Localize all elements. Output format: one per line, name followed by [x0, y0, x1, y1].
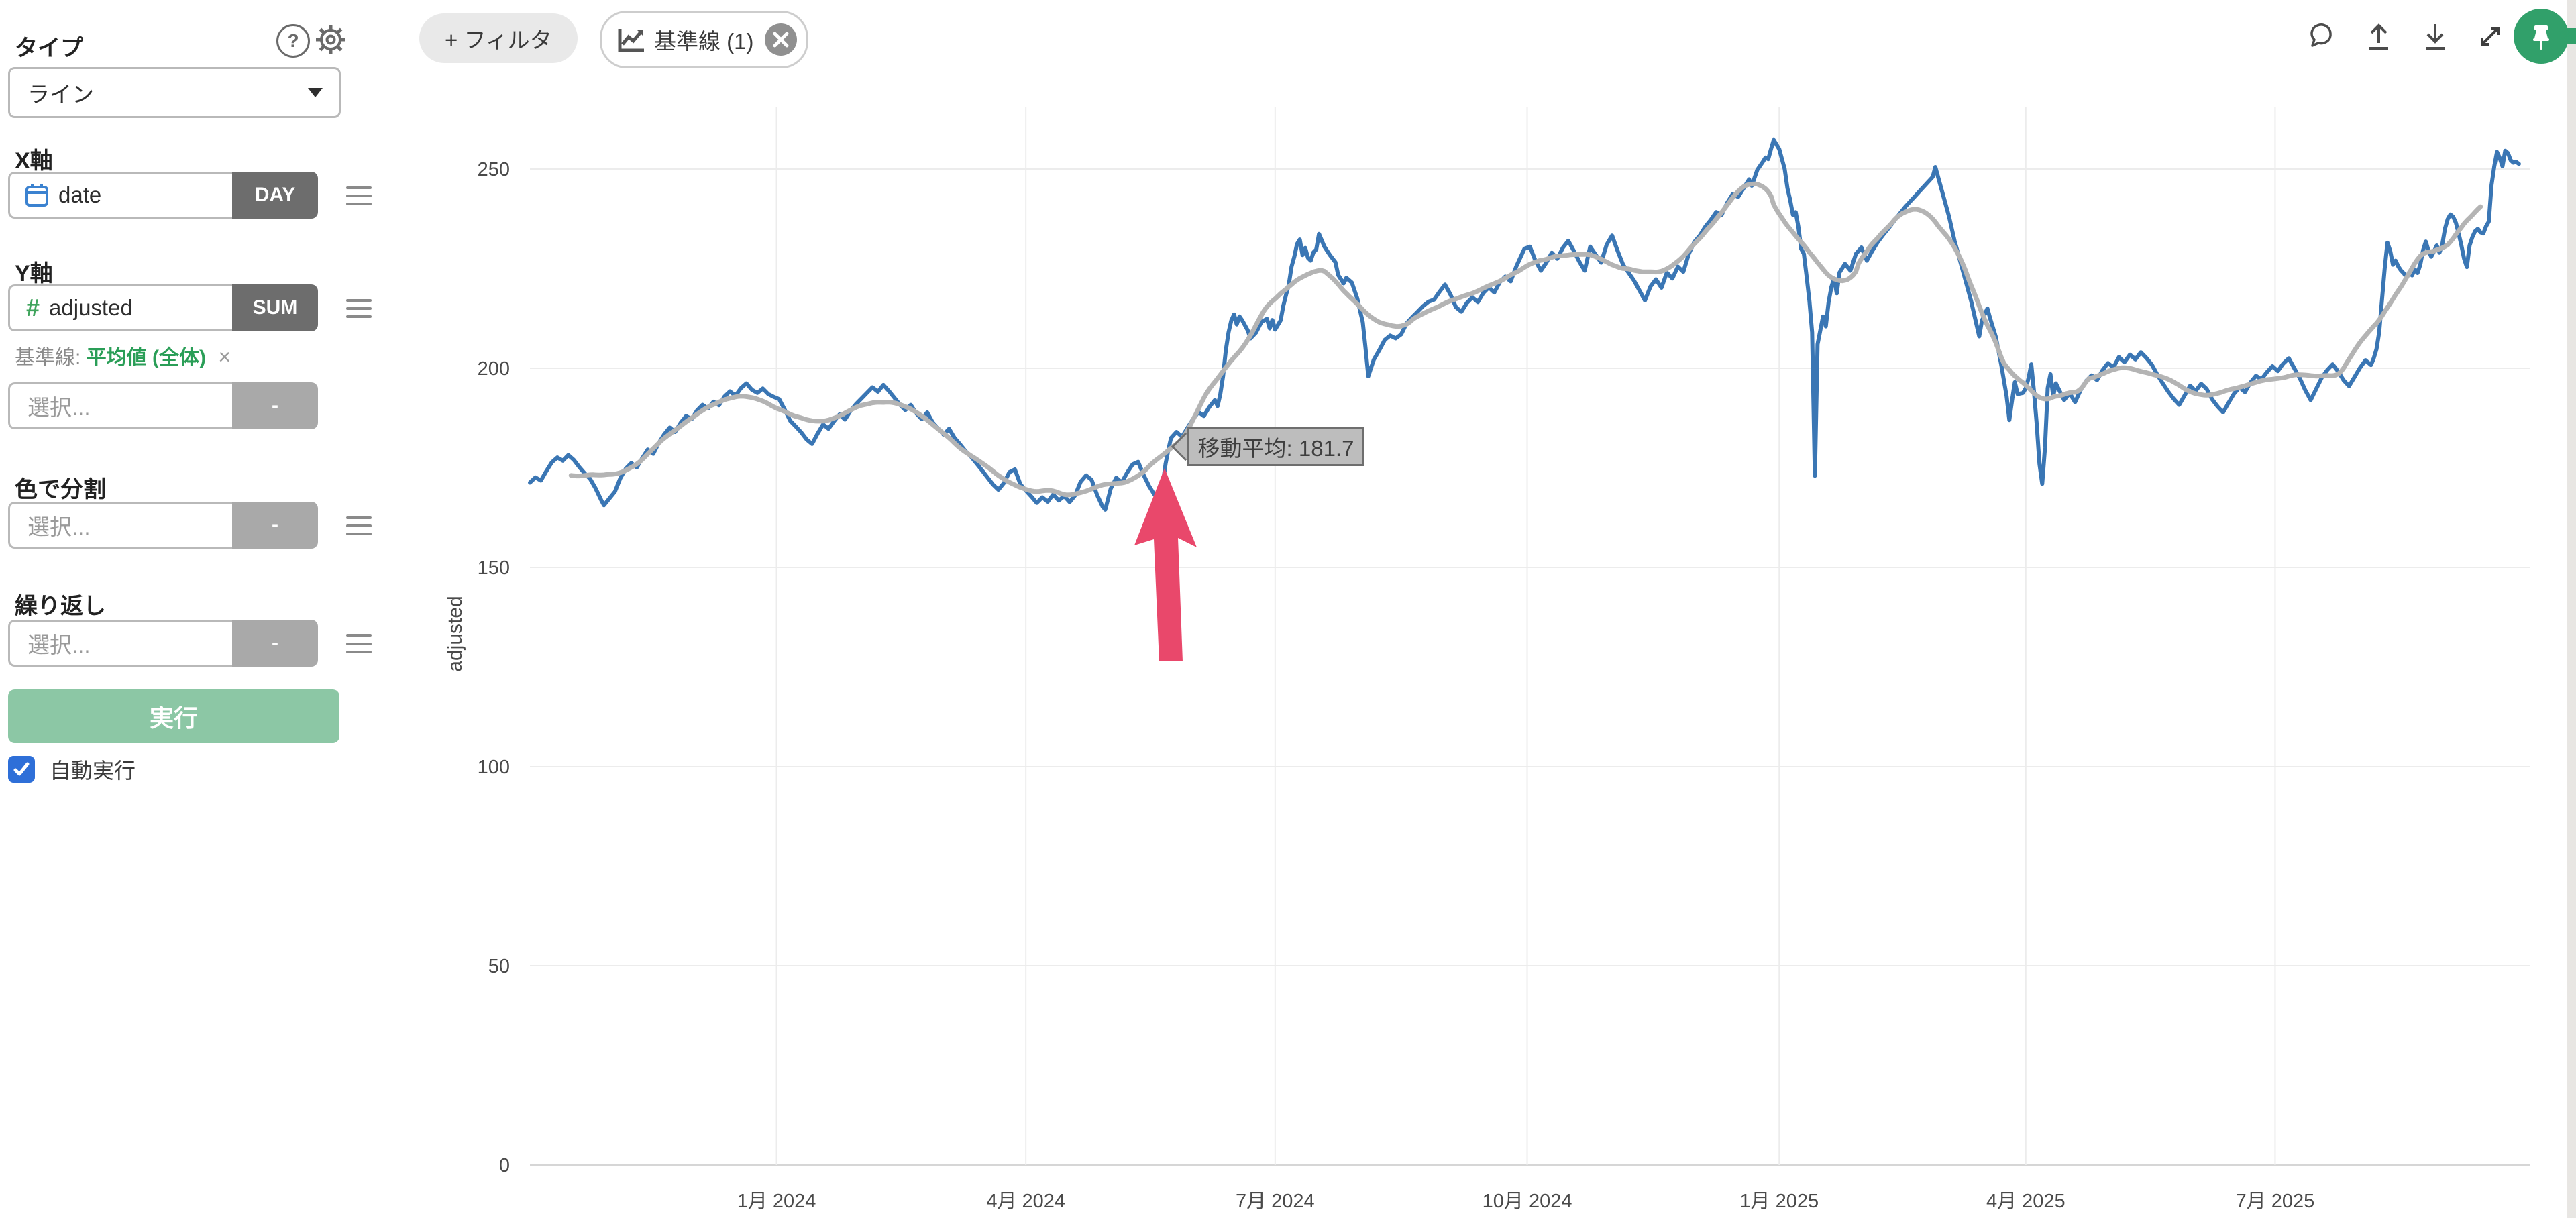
baseline-chip[interactable]: 基準線 (1) [600, 11, 808, 68]
baseline-remove-icon[interactable]: × [218, 345, 231, 369]
x-axis-tick-label: 7月 2025 [2236, 1191, 2315, 1212]
x-axis-tick-label: 1月 2025 [1739, 1191, 1819, 1212]
x-axis-tick-label: 4月 2024 [986, 1191, 1065, 1212]
repeat-section-label: 繰り返し [15, 594, 106, 619]
y-axis-menu-icon[interactable] [346, 299, 372, 318]
run-button[interactable]: 実行 [8, 689, 339, 743]
chart-type-select[interactable]: ライン [8, 67, 341, 118]
x-axis-tick-label: 10月 2024 [1483, 1191, 1572, 1212]
add-filter-chip[interactable]: + フィルタ [419, 13, 578, 63]
chevron-down-icon [308, 88, 323, 97]
y-axis-aggregation-badge[interactable]: SUM [232, 284, 318, 331]
y-axis-tick-label: 100 [478, 757, 510, 778]
y-axis-tick-label: 250 [478, 159, 510, 180]
repeat-field[interactable]: 選択... [8, 620, 232, 667]
baseline-value[interactable]: 平均値 (全体) [86, 347, 207, 369]
color-field[interactable]: 選択... [8, 502, 232, 549]
x-axis-menu-icon[interactable] [346, 186, 372, 205]
y-axis-tick-label: 50 [488, 956, 510, 977]
collapsed-panel-edge[interactable] [2567, 0, 2576, 1218]
series-adjusted-line[interactable] [528, 137, 2521, 512]
y-axis-tick-label: 0 [499, 1155, 510, 1176]
comment-icon[interactable] [2305, 20, 2337, 52]
download-icon[interactable] [2419, 20, 2451, 52]
calendar-icon [25, 184, 48, 207]
gear-icon[interactable] [314, 23, 347, 56]
upload-icon[interactable] [2363, 20, 2395, 52]
y-axis-tick-label: 200 [478, 358, 510, 380]
auto-run-checkbox[interactable] [8, 756, 35, 783]
trend-chart-icon [618, 29, 644, 52]
remove-baseline-icon[interactable] [764, 23, 797, 56]
x-axis-aggregation-badge[interactable]: DAY [232, 172, 318, 219]
y2-field[interactable]: 選択... [8, 382, 232, 429]
repeat-aggregation-badge[interactable]: - [232, 620, 318, 667]
x-axis-section-label: X軸 [15, 148, 53, 174]
color-section-label: 色で分割 [15, 477, 106, 502]
expand-icon[interactable] [2474, 20, 2506, 52]
annotation-arrow [1134, 468, 1197, 661]
type-section-label: タイプ [15, 36, 83, 61]
x-axis-tick-label: 7月 2024 [1236, 1191, 1315, 1212]
baseline-row: 基準線: 平均値 (全体) × [15, 345, 231, 369]
repeat-menu-icon[interactable] [346, 634, 372, 653]
pin-icon[interactable] [2514, 9, 2569, 64]
y-axis-field[interactable]: # adjusted [8, 284, 232, 331]
auto-run-row: 自動実行 [8, 754, 136, 785]
color-menu-icon[interactable] [346, 516, 372, 535]
help-icon[interactable]: ? [276, 24, 310, 58]
numeric-field-icon: # [26, 294, 40, 321]
moving-average-tooltip: 移動平均: 181.7 [1187, 427, 1364, 466]
x-axis-tick-label: 1月 2024 [737, 1191, 816, 1212]
settings-sidebar: タイプ ? ライン X軸 date DAY [0, 0, 376, 1218]
color-aggregation-badge[interactable]: - [232, 502, 318, 549]
check-icon [13, 762, 30, 776]
series-moving-average-line[interactable] [568, 181, 2483, 498]
y-axis-tick-label: 150 [478, 557, 510, 579]
x-axis-field[interactable]: date [8, 172, 232, 219]
x-axis-tick-label: 4月 2025 [1986, 1191, 2065, 1212]
y-axis-section-label: Y軸 [15, 261, 53, 286]
y-axis-title: adjusted [444, 596, 466, 671]
y2-aggregation-badge[interactable]: - [232, 382, 318, 429]
